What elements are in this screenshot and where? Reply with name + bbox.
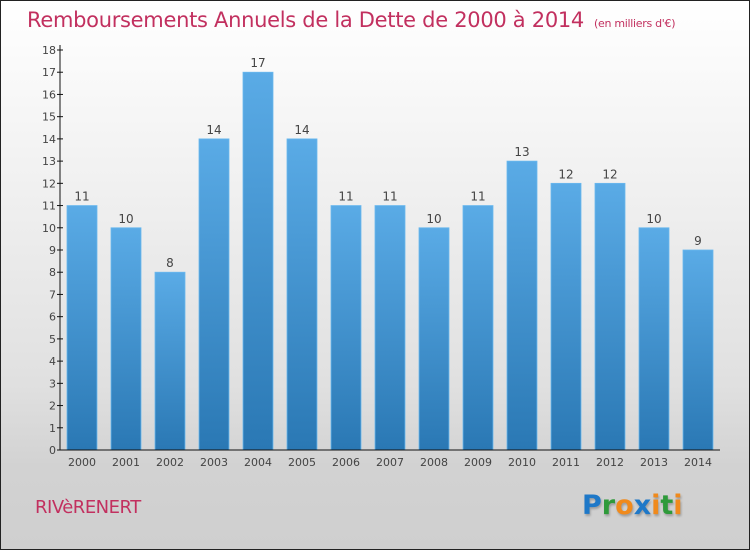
y-tick-label-0: 0 <box>49 444 56 457</box>
x-tick-label-2014: 2014 <box>684 456 712 469</box>
bar-2009 <box>462 205 494 451</box>
x-tick-label-2012: 2012 <box>596 456 624 469</box>
y-tick-label-4: 4 <box>49 355 56 368</box>
unit-label: (en milliers d'€) <box>594 17 676 30</box>
y-tick-label-1: 1 <box>49 422 56 435</box>
x-tick-label-2006: 2006 <box>332 456 360 469</box>
value-label-2007: 11 <box>382 190 397 204</box>
bar-2011 <box>550 182 582 451</box>
bar-2004 <box>242 71 274 451</box>
x-tick-label-2007: 2007 <box>376 456 404 469</box>
chart-title: Remboursements Annuels de la Dette de 20… <box>27 8 675 32</box>
logo-letter-2: o <box>615 490 634 521</box>
bar-2007 <box>374 205 406 451</box>
value-label-2012: 12 <box>602 167 617 181</box>
y-tick-label-3: 3 <box>49 377 56 390</box>
y-tick-label-15: 15 <box>42 111 56 124</box>
value-label-2014: 9 <box>694 234 702 248</box>
y-tick-label-12: 12 <box>42 177 56 190</box>
logo-letter-3: x <box>633 490 652 521</box>
logo-letter-1: r <box>601 490 616 521</box>
chart-title-text: Remboursements Annuels de la Dette de 20… <box>27 8 584 32</box>
value-label-2009: 11 <box>470 190 485 204</box>
bar-2003 <box>198 138 230 451</box>
logo-letter-0: P <box>582 490 602 521</box>
y-tick-label-10: 10 <box>42 222 56 235</box>
value-label-2006: 11 <box>338 190 353 204</box>
bar-2010 <box>506 160 538 451</box>
y-tick-label-8: 8 <box>49 266 56 279</box>
x-tick-label-2013: 2013 <box>640 456 668 469</box>
bar-2005 <box>286 138 318 451</box>
value-label-2011: 12 <box>558 167 573 181</box>
bar-2002 <box>154 271 186 451</box>
y-tick-label-13: 13 <box>42 155 56 168</box>
value-label-2003: 14 <box>206 123 221 137</box>
value-label-2000: 11 <box>74 190 89 204</box>
y-tick-label-18: 18 <box>42 44 56 57</box>
x-tick-label-2011: 2011 <box>552 456 580 469</box>
bar-2001 <box>110 227 142 451</box>
bar-2008 <box>418 227 450 451</box>
y-tick-label-2: 2 <box>49 400 56 413</box>
x-tick-label-2009: 2009 <box>464 456 492 469</box>
y-tick-label-14: 14 <box>42 133 56 146</box>
value-label-2008: 10 <box>426 212 441 226</box>
x-tick-label-2000: 2000 <box>68 456 96 469</box>
x-tick-label-2004: 2004 <box>244 456 272 469</box>
value-label-2010: 13 <box>514 145 529 159</box>
logo-letter-4: i <box>651 490 661 521</box>
bar-2014 <box>682 249 714 451</box>
logo-letter-5: t <box>660 490 674 521</box>
value-label-2004: 17 <box>250 56 265 70</box>
bar-2000 <box>66 205 98 451</box>
value-label-2005: 14 <box>294 123 309 137</box>
x-tick-label-2002: 2002 <box>156 456 184 469</box>
y-tick-label-9: 9 <box>49 244 56 257</box>
y-tick-label-17: 17 <box>42 66 56 79</box>
y-tick-label-11: 11 <box>42 200 56 213</box>
x-tick-label-2005: 2005 <box>288 456 316 469</box>
value-label-2013: 10 <box>646 212 661 226</box>
commune-name: RIVèRENERT <box>35 497 141 518</box>
bar-2006 <box>330 205 362 451</box>
y-tick-label-7: 7 <box>49 288 56 301</box>
logo-letter-6: i <box>673 490 683 521</box>
axes-group: 2000 2001 2002 2003 2004 2005 2006 2007 2008 2009… <box>42 44 720 469</box>
value-label-2001: 10 <box>118 212 133 226</box>
value-label-2002: 8 <box>166 256 174 270</box>
bar-2013 <box>638 227 670 451</box>
y-tick-label-5: 5 <box>49 333 56 346</box>
x-tick-label-2003: 2003 <box>200 456 228 469</box>
bar-2012 <box>594 182 626 451</box>
y-tick-label-16: 16 <box>42 88 56 101</box>
proxiti-logo[interactable]: Proxiti <box>582 490 683 521</box>
x-tick-label-2010: 2010 <box>508 456 536 469</box>
x-tick-label-2008: 2008 <box>420 456 448 469</box>
bars-group: 11 10 8 14 17 14 11 11 10 11 13 12 12 10 9 <box>66 56 714 451</box>
x-tick-label-2001: 2001 <box>112 456 140 469</box>
y-tick-label-6: 6 <box>49 311 56 324</box>
